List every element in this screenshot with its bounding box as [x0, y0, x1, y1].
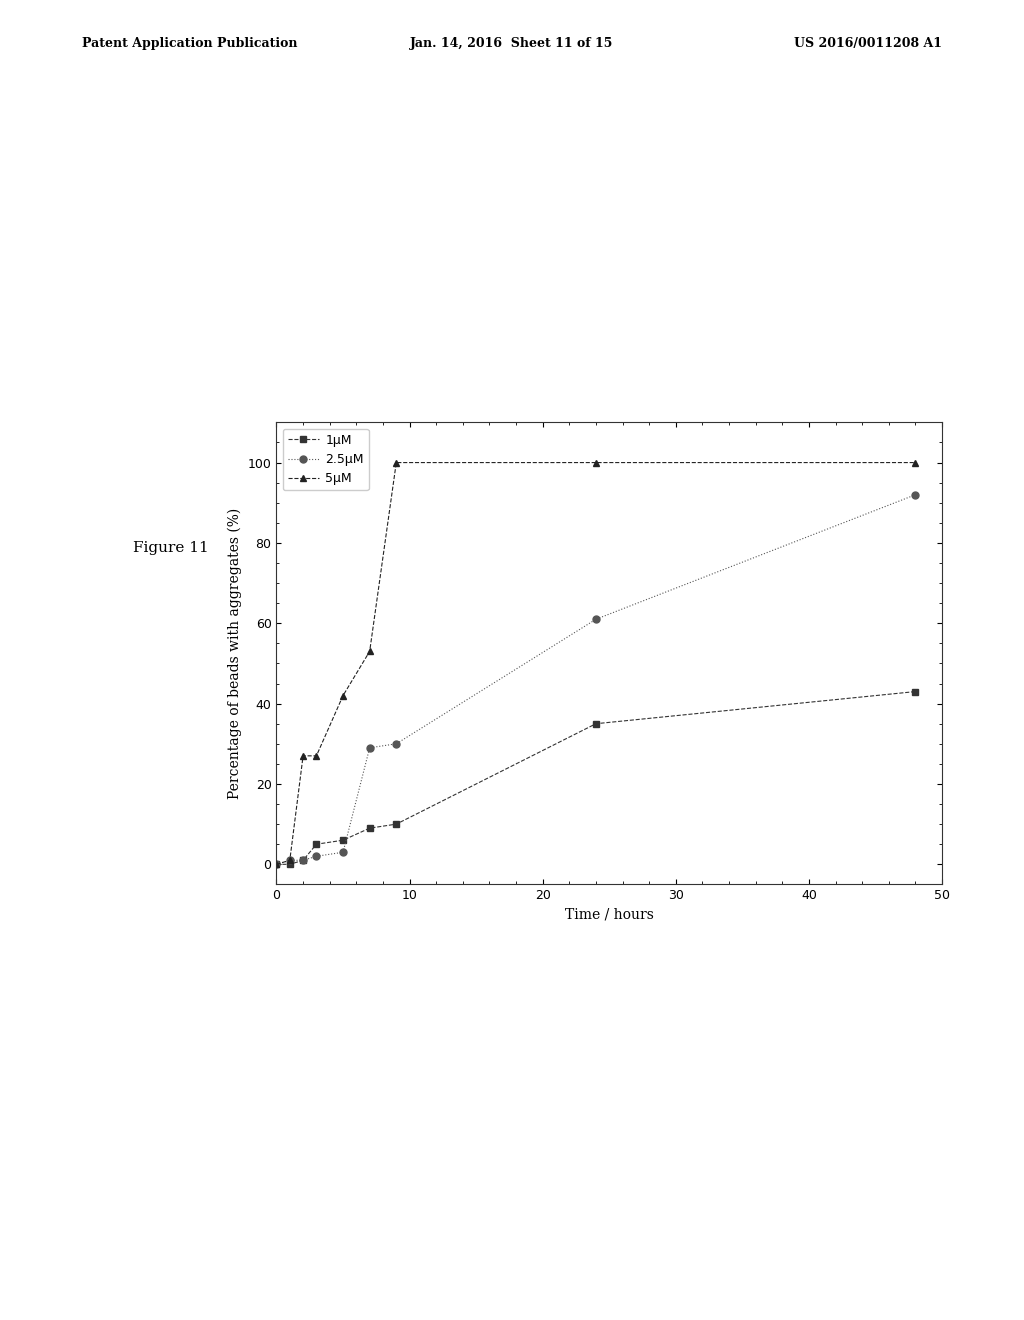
- X-axis label: Time / hours: Time / hours: [565, 908, 653, 921]
- Legend: 1μM, 2.5μM, 5μM: 1μM, 2.5μM, 5μM: [283, 429, 369, 490]
- Text: Figure 11: Figure 11: [133, 541, 209, 556]
- Text: Patent Application Publication: Patent Application Publication: [82, 37, 297, 50]
- Text: Jan. 14, 2016  Sheet 11 of 15: Jan. 14, 2016 Sheet 11 of 15: [411, 37, 613, 50]
- Y-axis label: Percentage of beads with aggregates (%): Percentage of beads with aggregates (%): [227, 508, 243, 799]
- Text: US 2016/0011208 A1: US 2016/0011208 A1: [794, 37, 942, 50]
